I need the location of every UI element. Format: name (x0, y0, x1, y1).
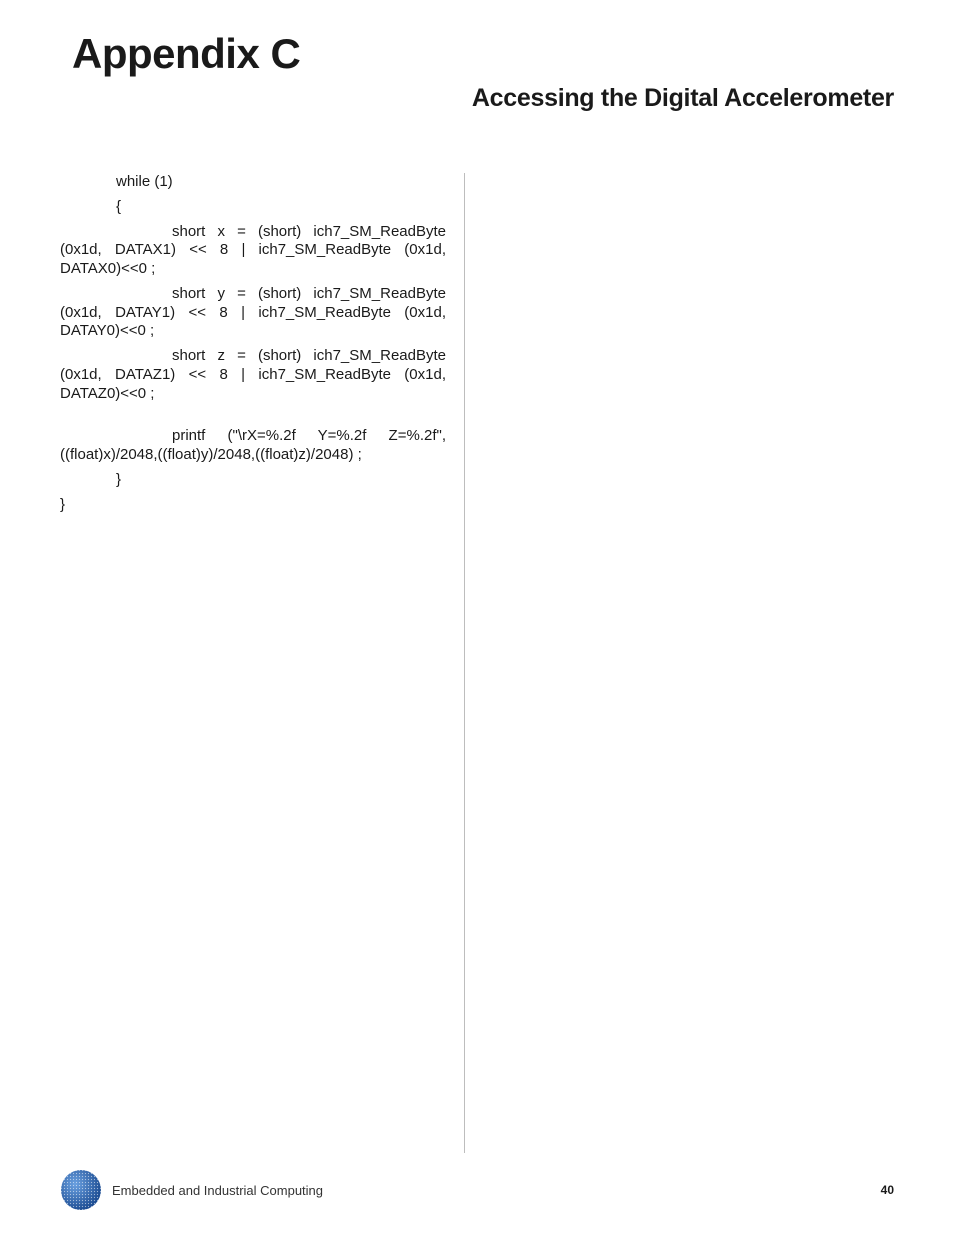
page-container: Appendix C Accessing the Digital Acceler… (0, 0, 954, 1235)
right-column (465, 173, 894, 1153)
left-column: while (1) { short x = (short) ich7_SM_Re… (60, 173, 464, 1153)
code-line: } (60, 496, 446, 515)
page-footer: Embedded and Industrial Computing 40 (60, 1169, 894, 1211)
footer-text: Embedded and Industrial Computing (112, 1183, 323, 1198)
page-number: 40 (881, 1183, 894, 1197)
code-line: printf ("\rX=%.2f Y=%.2f Z=%.2f", ((floa… (60, 427, 446, 465)
content-columns: while (1) { short x = (short) ich7_SM_Re… (60, 173, 894, 1153)
code-line: while (1) (60, 173, 446, 192)
page-header: Appendix C Accessing the Digital Acceler… (60, 30, 894, 113)
code-line: } (60, 471, 446, 490)
code-block: while (1) { short x = (short) ich7_SM_Re… (60, 173, 446, 514)
code-line: { (60, 198, 446, 217)
logo-sphere-icon (60, 1169, 102, 1211)
code-line: short z = (short) ich7_SM_ReadByte (0x1d… (60, 347, 446, 403)
code-line: short x = (short) ich7_SM_ReadByte (0x1d… (60, 223, 446, 279)
footer-left: Embedded and Industrial Computing (60, 1169, 323, 1211)
appendix-title: Appendix C (72, 30, 894, 78)
code-line: short y = (short) ich7_SM_ReadByte (0x1d… (60, 285, 446, 341)
page-subtitle: Accessing the Digital Accelerometer (60, 84, 894, 113)
